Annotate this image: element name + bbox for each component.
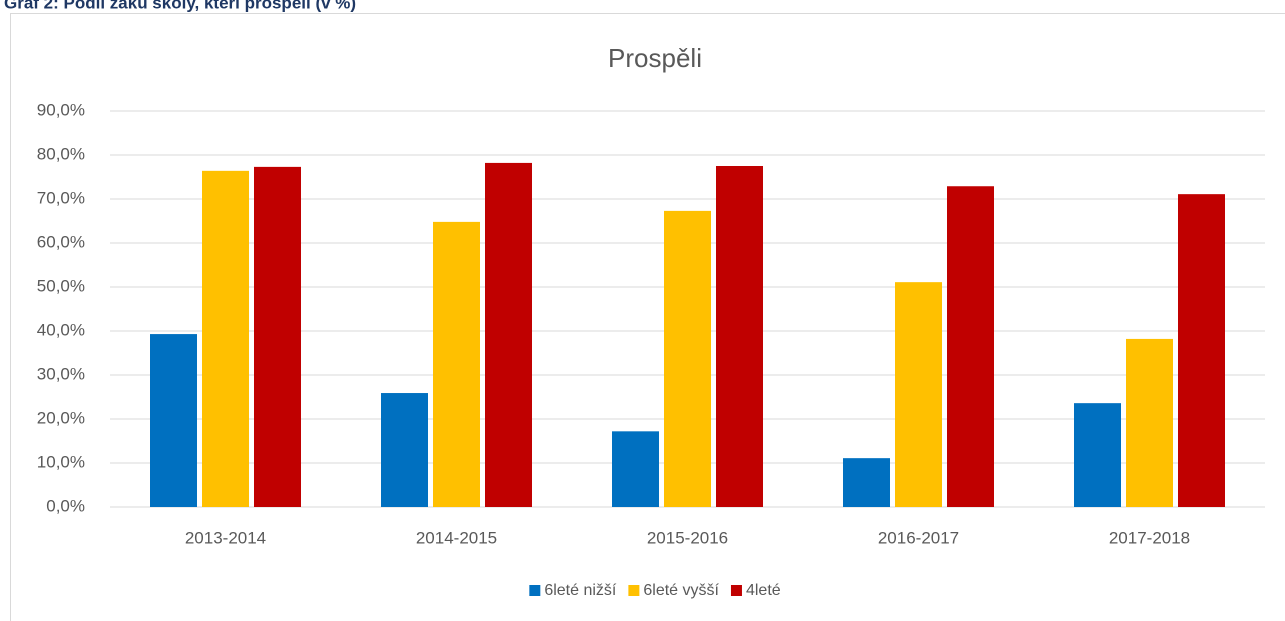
legend-swatch [529,585,541,596]
chart-title: Prospěli [608,43,702,73]
bar [716,166,763,507]
legend-label: 6leté vyšší [643,582,719,599]
x-tick-label: 2016-2017 [878,528,959,547]
bar [381,393,428,507]
bar [485,162,532,508]
bar [664,210,711,507]
legend-label: 4leté [746,582,781,599]
y-tick-label: 90,0% [37,100,85,119]
y-tick-label: 0,0% [46,496,85,515]
y-tick-label: 60,0% [37,232,85,251]
caption: Graf 2: Podíl žáků školy, kteří prospěli… [4,0,356,12]
bar [843,458,890,507]
y-tick-label: 40,0% [37,320,85,339]
bar [895,282,942,507]
legend-swatch [730,585,742,596]
chart-frame [10,13,1285,621]
bar [254,166,301,507]
y-tick-label: 10,0% [37,452,85,471]
y-tick-label: 30,0% [37,364,85,383]
bar [1074,403,1121,507]
x-tick-label: 2014-2015 [416,528,497,547]
y-tick-label: 20,0% [37,408,85,427]
legend-swatch [628,585,640,596]
bar [612,431,659,507]
x-tick-label: 2017-2018 [1109,528,1190,547]
bar [433,221,480,507]
y-tick-label: 80,0% [37,144,85,163]
x-tick-label: 2015-2016 [647,528,728,547]
y-tick-label: 50,0% [37,276,85,295]
bar [202,170,249,507]
y-tick-label: 70,0% [37,188,85,207]
bar [150,334,197,507]
bar [947,186,994,508]
legend-label: 6leté nižší [544,582,617,599]
bar [1126,338,1173,507]
x-tick-label: 2013-2014 [185,528,266,547]
bar [1178,194,1225,507]
